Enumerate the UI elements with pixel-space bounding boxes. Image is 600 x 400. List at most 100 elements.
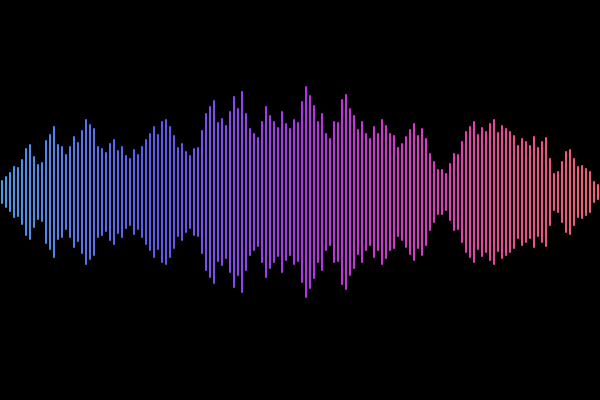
waveform-bar (413, 123, 415, 261)
waveform-bar (113, 139, 115, 245)
waveform-bar (329, 138, 331, 246)
waveform-bar (193, 148, 195, 236)
waveform-bar (425, 138, 427, 246)
waveform-bar (229, 111, 231, 273)
waveform-bar (237, 108, 239, 276)
waveform-bar (161, 121, 163, 263)
waveform-bar (169, 126, 171, 258)
waveform-bar (469, 126, 471, 258)
waveform-bar (45, 140, 47, 244)
waveform-bar (481, 127, 483, 257)
waveform-bar (517, 145, 519, 239)
waveform-bar (313, 105, 315, 279)
waveform-bar (489, 123, 491, 261)
waveform-bar (181, 143, 183, 241)
waveform-bar (277, 127, 279, 257)
waveform-bar (585, 168, 587, 216)
waveform-bar (217, 122, 219, 262)
waveform-bar (501, 125, 503, 259)
waveform-bar (453, 153, 455, 231)
waveform-bar (297, 122, 299, 262)
waveform-bar (149, 133, 151, 251)
waveform-bar (437, 169, 439, 215)
waveform-bar (301, 101, 303, 283)
waveform-bar (137, 154, 139, 230)
waveform-bar (145, 139, 147, 245)
waveform-bar (421, 128, 423, 256)
waveform-bar (245, 113, 247, 271)
waveform-bar (473, 121, 475, 263)
waveform-bar (69, 146, 71, 238)
waveform-bar (73, 136, 75, 248)
waveform-bar (457, 154, 459, 230)
waveform-bar (353, 115, 355, 269)
waveform-bar (537, 147, 539, 237)
waveform-bar (325, 133, 327, 251)
waveform-bar (177, 147, 179, 237)
waveform-bar (1, 180, 3, 204)
waveform-bar (349, 108, 351, 276)
waveform-bar (9, 172, 11, 212)
waveform-bar (53, 126, 55, 258)
waveform-bar (321, 113, 323, 271)
waveform-bar (465, 131, 467, 253)
waveform-bar (577, 166, 579, 218)
waveform-bar (57, 144, 59, 240)
waveform-bar (397, 147, 399, 237)
waveform-bar (97, 146, 99, 238)
waveform-bar (565, 151, 567, 233)
waveform-bar (533, 136, 535, 248)
waveform-bar (357, 129, 359, 255)
waveform-bar (121, 146, 123, 238)
waveform-bar (21, 159, 23, 225)
waveform-bar (493, 119, 495, 265)
waveform-bar (89, 124, 91, 260)
waveform-bar (553, 173, 555, 211)
waveform-bar (141, 146, 143, 238)
waveform-bar (257, 137, 259, 247)
waveform-bar (201, 130, 203, 254)
waveform-bar (165, 119, 167, 265)
waveform-bar (225, 125, 227, 259)
waveform-bar (309, 95, 311, 289)
waveform-bar (345, 94, 347, 290)
waveform-bar (521, 138, 523, 246)
waveform-bar (293, 119, 295, 265)
waveform-bar (305, 86, 307, 298)
waveform-bar (337, 122, 339, 262)
waveform-bar (157, 134, 159, 250)
waveform-bar (85, 119, 87, 265)
waveform-bar (61, 146, 63, 238)
waveform-bar (497, 132, 499, 252)
waveform-bar (373, 126, 375, 258)
waveform-bar (65, 154, 67, 230)
waveform-bar (253, 133, 255, 251)
waveform-bar (265, 106, 267, 278)
waveform-bar (241, 91, 243, 293)
waveform-bar (557, 171, 559, 213)
waveform-bar (289, 128, 291, 256)
waveform-bar (377, 133, 379, 251)
waveform-bar (381, 119, 383, 265)
waveform-bar (361, 121, 363, 263)
waveform-bar (133, 149, 135, 235)
waveform-bar (389, 133, 391, 251)
waveform-bar (77, 142, 79, 242)
waveform-bar (561, 161, 563, 223)
waveform-bar (269, 115, 271, 269)
waveform-bar (545, 137, 547, 247)
waveform-bar (205, 113, 207, 271)
waveform-bar (285, 123, 287, 261)
waveform-bar (597, 184, 599, 200)
waveform-bar (409, 129, 411, 255)
waveform-bar (401, 143, 403, 241)
waveform-bar (461, 141, 463, 243)
waveform-bar (549, 158, 551, 226)
waveform-bar (109, 143, 111, 241)
waveform-bar (385, 125, 387, 259)
waveform-bar (573, 158, 575, 226)
waveform-bar (429, 153, 431, 231)
waveform-bar (593, 181, 595, 203)
